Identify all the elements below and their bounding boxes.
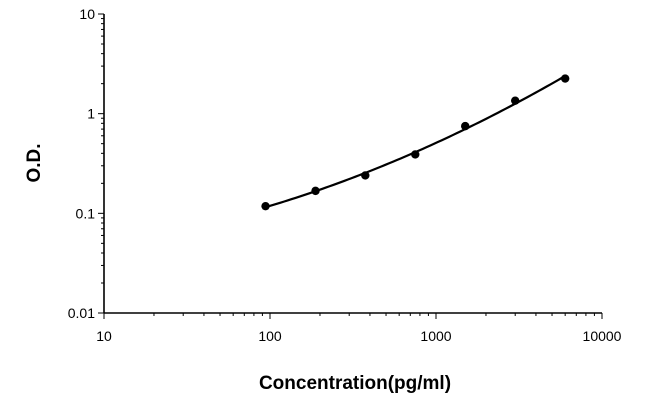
y-tick-label: 0.01 <box>68 305 95 321</box>
data-point <box>261 201 270 211</box>
data-point <box>511 96 520 105</box>
x-tick-label: 10000 <box>583 328 622 344</box>
data-point <box>560 74 570 83</box>
x-tick-label: 10 <box>96 328 112 344</box>
y-axis-title: O.D. <box>24 143 45 182</box>
y-tick-label: 1 <box>87 106 95 122</box>
data-points-layer <box>261 74 570 211</box>
x-tick-label: 100 <box>258 328 282 344</box>
fitted-curve-layer <box>265 75 566 209</box>
x-axis-title: Concentration(pg/ml) <box>259 373 451 394</box>
data-point <box>461 121 470 131</box>
axes: 10 100 1000 10000 0.01 0.1 1 10 <box>68 6 622 344</box>
fitted-curve <box>265 75 566 209</box>
x-tick-label: 1000 <box>420 328 451 344</box>
data-point <box>311 186 320 196</box>
y-tick-label: 0.1 <box>76 205 96 221</box>
data-point <box>361 171 370 180</box>
data-point <box>411 150 420 159</box>
y-tick-label: 10 <box>79 6 95 22</box>
